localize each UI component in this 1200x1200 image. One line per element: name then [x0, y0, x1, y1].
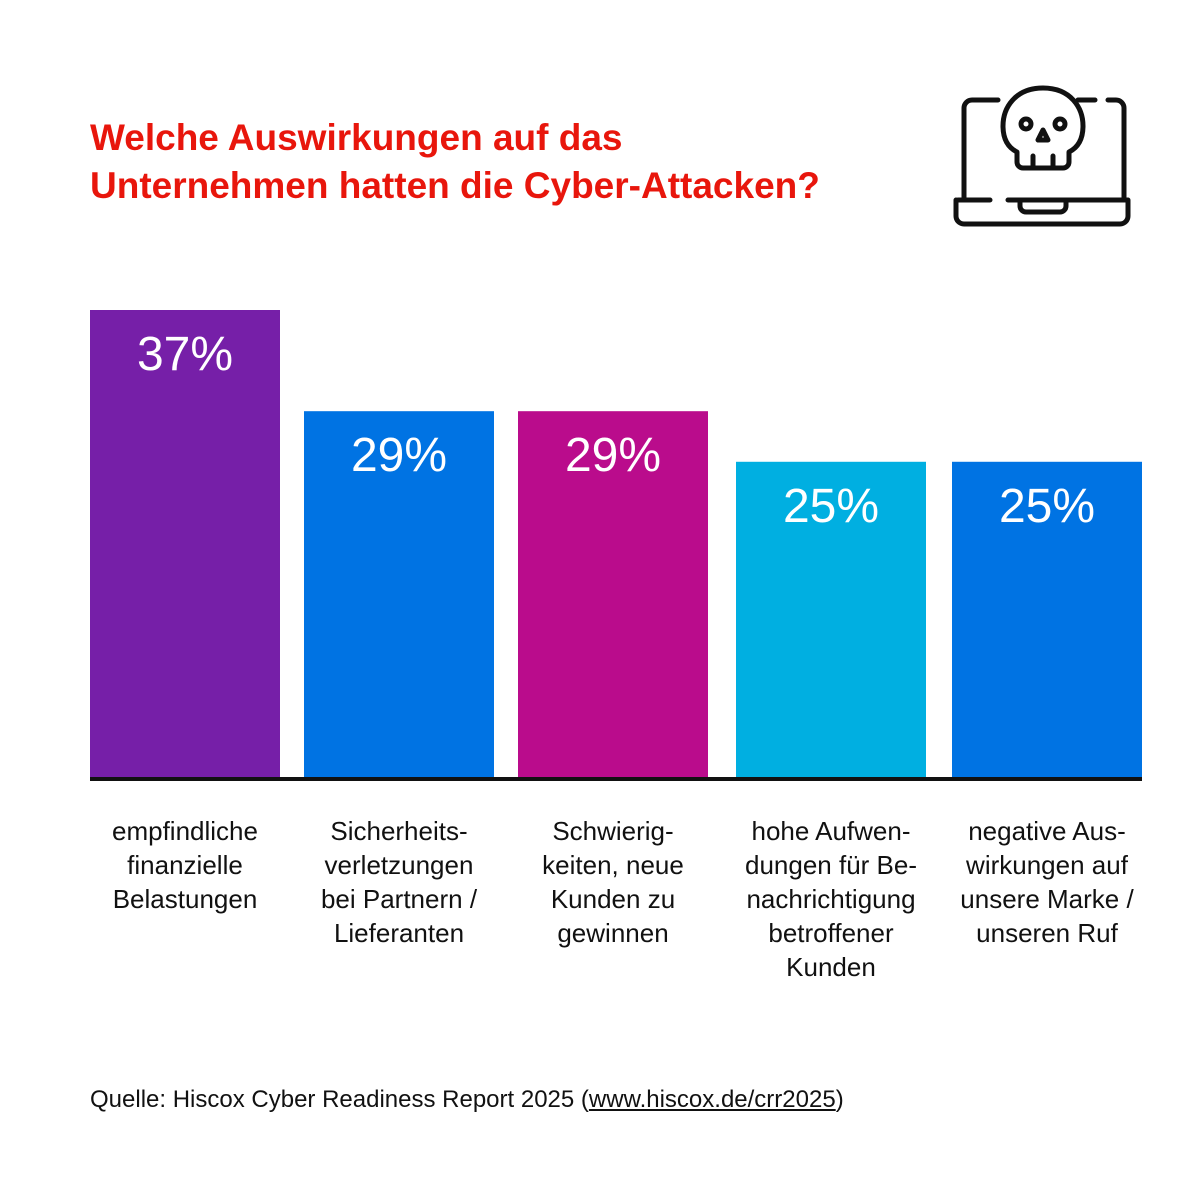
category-label-line: Kunden	[786, 952, 876, 982]
bar	[90, 310, 280, 778]
source-suffix: )	[835, 1086, 844, 1113]
category-label: negative Aus-wirkungen auf unsere Marke /…	[947, 814, 1147, 950]
source-prefix: Quelle: Hiscox Cyber Readiness Report 20…	[90, 1086, 589, 1113]
category-label-line: unsere Marke /	[960, 884, 1134, 914]
bar	[952, 461, 1142, 778]
category-label: Sicherheits-verletzungen bei Partnern / Li…	[299, 814, 499, 950]
category-label-line: hohe Aufwen-	[751, 816, 911, 846]
category-label: Schwierig-keiten, neue Kunden zu gewinnen	[513, 814, 713, 950]
data-label: 29%	[351, 429, 447, 482]
data-label: 37%	[137, 328, 233, 381]
category-label-line: Kunden zu	[550, 884, 676, 914]
title-line: Unternehmen hatten die Cyber-Attacken?	[90, 165, 820, 206]
category-label-line: wirkungen auf	[966, 850, 1128, 880]
category-label-line: Sicherheits-	[330, 816, 468, 846]
category-label-line: Schwierig-	[552, 816, 674, 846]
category-label: empfindliche finanzielle Belastungen	[85, 814, 285, 916]
bar-chart: 37% 29% 29% 25% 25%	[90, 310, 1142, 781]
category-label-line: Lieferanten	[333, 918, 465, 948]
category-label-line: finanzielle	[127, 850, 243, 880]
category-label-line: dungen für Be-	[744, 850, 917, 880]
category-label-line: gewinnen	[557, 918, 669, 948]
category-label-line: empfindliche	[112, 816, 258, 846]
source-note: Quelle: Hiscox Cyber Readiness Report 20…	[90, 1086, 844, 1114]
category-label-line: unseren Ruf	[976, 918, 1118, 948]
bar	[518, 411, 708, 778]
category-label-line: keiten, neue	[542, 850, 684, 880]
bar	[304, 411, 494, 778]
bar	[736, 461, 926, 778]
category-label-line: Belastungen	[112, 884, 258, 914]
category-label-line: verletzungen	[324, 850, 474, 880]
data-label: 25%	[783, 480, 879, 533]
category-label-line: negative Aus-	[968, 816, 1126, 846]
title-line: Welche Auswirkungen auf das	[90, 117, 623, 158]
category-label: hohe Aufwen-dungen für Be-nachrichtigung…	[731, 814, 931, 984]
laptop-skull-icon	[953, 85, 1131, 227]
category-label-line: bei Partnern /	[320, 884, 478, 914]
data-label: 29%	[565, 429, 661, 482]
chart-title: Welche Auswirkungen auf das Unternehmen …	[90, 114, 820, 210]
source-link[interactable]: www.hiscox.de/crr2025	[588, 1086, 836, 1113]
category-label-line: betroffener	[768, 918, 894, 948]
category-label-line: nachrichtigung	[746, 884, 916, 914]
data-label: 25%	[999, 480, 1095, 533]
